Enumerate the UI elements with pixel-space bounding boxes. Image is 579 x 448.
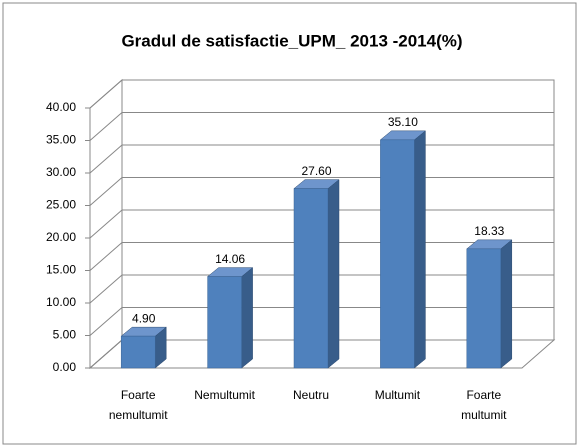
data-label: 4.90	[132, 311, 156, 325]
x-tick-label-line: nemultumit	[109, 408, 168, 422]
y-tick-label: 40.00	[46, 100, 76, 114]
x-tick-label-line: multumit	[461, 408, 507, 422]
bar-front	[207, 276, 242, 369]
y-tick-label: 10.00	[46, 295, 76, 309]
x-tick-label-line: Foarte	[466, 388, 501, 402]
data-label: 27.60	[301, 164, 331, 178]
bar	[293, 179, 340, 369]
bar-side	[500, 239, 513, 369]
grid-line	[89, 79, 554, 109]
x-tick-label: Foarte multumit	[461, 388, 507, 422]
y-tick-label: 15.00	[46, 263, 76, 277]
bar	[206, 267, 254, 369]
x-tick-label: Foarte nemultumit	[109, 388, 168, 422]
bar	[466, 239, 513, 369]
chart-title: Gradul de satisfactie_UPM_ 2013 -2014(%)	[121, 31, 462, 50]
bar-front	[293, 188, 329, 369]
bar	[120, 326, 167, 369]
y-tick-label: 35.00	[46, 133, 76, 147]
bar-side	[241, 267, 253, 369]
grid-line	[89, 112, 554, 141]
y-tick-label: 0.00	[53, 360, 77, 374]
bar-front	[380, 139, 415, 369]
data-label: 14.06	[215, 252, 245, 266]
x-tick-label-line: Foarte	[121, 388, 156, 402]
data-label: 18.33	[474, 224, 504, 238]
y-tick-label: 25.00	[46, 198, 76, 212]
y-tick-label: 5.00	[53, 328, 77, 342]
x-tick-label: Nemultumit	[194, 388, 255, 402]
bar-front	[466, 248, 502, 369]
bar-side	[327, 179, 340, 369]
data-label: 35.10	[388, 115, 418, 129]
bar-side	[414, 130, 426, 369]
x-tick-label: Multumit	[375, 388, 421, 402]
y-tick-label: 30.00	[46, 165, 76, 179]
y-tick-label: 20.00	[46, 230, 76, 244]
bar	[379, 130, 427, 369]
x-tick-label: Neutru	[293, 388, 329, 402]
bar-front	[120, 335, 156, 369]
